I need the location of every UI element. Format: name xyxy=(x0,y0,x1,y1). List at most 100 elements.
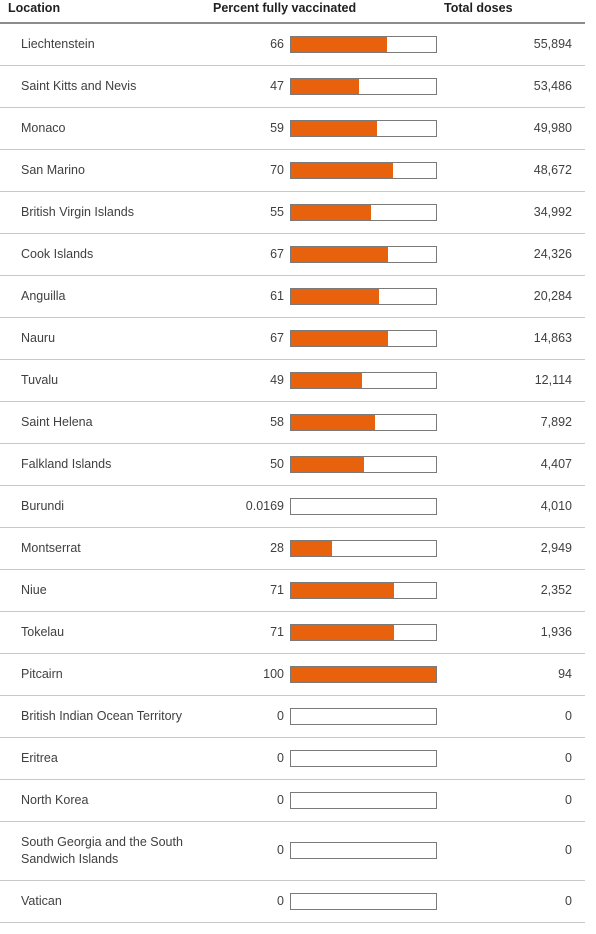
percent-bar xyxy=(290,540,437,557)
table-body: Liechtenstein 66 55,894 Saint Kitts and Nev… xyxy=(0,24,585,923)
percent-bar-fill xyxy=(291,79,360,94)
table-row: South Georgia and the South Sandwich Isl… xyxy=(0,822,585,881)
table-row: Eritrea 0 0 xyxy=(0,738,585,780)
percent-label: 61 xyxy=(270,289,284,303)
percent-label: 66 xyxy=(270,37,284,51)
total-doses-cell: 4,407 xyxy=(540,457,572,471)
location-cell: Nauru xyxy=(21,331,56,345)
percent-bar xyxy=(290,792,437,809)
percent-bar xyxy=(290,624,437,641)
percent-bar-fill xyxy=(291,541,332,556)
location-cell: South Georgia and the South Sandwich Isl… xyxy=(21,835,183,866)
location-cell: North Korea xyxy=(21,793,89,807)
percent-label: 100 xyxy=(263,667,284,681)
header-location: Location xyxy=(8,1,61,15)
table-row: Burundi 0.0169 4,010 xyxy=(0,486,585,528)
table-row: North Korea 0 0 xyxy=(0,780,585,822)
percent-bar xyxy=(290,456,437,473)
table-header: Location Percent fully vaccinated Total … xyxy=(0,0,585,24)
table-row: Nauru 67 14,863 xyxy=(0,318,585,360)
percent-bar-fill xyxy=(291,373,363,388)
total-doses-cell: 12,114 xyxy=(534,373,572,387)
percent-label: 67 xyxy=(270,247,284,261)
percent-label: 71 xyxy=(270,625,284,639)
location-cell: Saint Kitts and Nevis xyxy=(21,79,137,93)
percent-bar-fill xyxy=(291,457,364,472)
table-row: Saint Kitts and Nevis 47 53,486 xyxy=(0,66,585,108)
percent-label: 0 xyxy=(277,709,284,723)
percent-label: 67 xyxy=(270,331,284,345)
percent-bar xyxy=(290,414,437,431)
table-row: Liechtenstein 66 55,894 xyxy=(0,24,585,66)
total-doses-cell: 0 xyxy=(565,843,572,857)
percent-bar xyxy=(290,204,437,221)
total-doses-cell: 94 xyxy=(558,667,572,681)
table-row: British Indian Ocean Territory 0 0 xyxy=(0,696,585,738)
location-cell: Vatican xyxy=(21,894,62,908)
table-row: Montserrat 28 2,949 xyxy=(0,528,585,570)
percent-label: 0 xyxy=(277,843,284,857)
table-row: Vatican 0 0 xyxy=(0,881,585,923)
location-cell: Niue xyxy=(21,583,47,597)
total-doses-cell: 24,326 xyxy=(533,247,572,261)
percent-bar xyxy=(290,162,437,179)
percent-bar-fill xyxy=(291,415,376,430)
total-doses-cell: 34,992 xyxy=(533,205,572,219)
location-cell: Eritrea xyxy=(21,751,58,765)
total-doses-cell: 53,486 xyxy=(533,79,572,93)
percent-label: 28 xyxy=(270,541,284,555)
percent-label: 50 xyxy=(270,457,284,471)
table-row: San Marino 70 48,672 xyxy=(0,150,585,192)
percent-label: 47 xyxy=(270,79,284,93)
percent-bar-fill xyxy=(291,205,371,220)
location-cell: Liechtenstein xyxy=(21,37,95,51)
percent-bar xyxy=(290,842,437,859)
header-percent-vaccinated: Percent fully vaccinated xyxy=(213,1,357,15)
percent-label: 0 xyxy=(277,894,284,908)
table-row: British Virgin Islands 55 34,992 xyxy=(0,192,585,234)
percent-bar xyxy=(290,246,437,263)
location-cell: British Virgin Islands xyxy=(21,205,135,219)
percent-bar xyxy=(290,288,437,305)
percent-bar xyxy=(290,498,437,515)
percent-label: 71 xyxy=(270,583,284,597)
total-doses-cell: 1,936 xyxy=(540,625,572,639)
total-doses-cell: 55,894 xyxy=(533,37,572,51)
location-cell: Anguilla xyxy=(21,289,66,303)
location-cell: Tokelau xyxy=(21,625,65,639)
total-doses-cell: 48,672 xyxy=(533,163,572,177)
location-cell: Saint Helena xyxy=(21,415,93,429)
percent-label: 55 xyxy=(270,205,284,219)
location-cell: San Marino xyxy=(21,163,85,177)
total-doses-cell: 0 xyxy=(565,894,572,908)
percent-bar xyxy=(290,372,437,389)
percent-label: 49 xyxy=(270,373,284,387)
location-cell: Monaco xyxy=(21,121,66,135)
percent-bar-fill xyxy=(291,331,389,346)
percent-bar-fill xyxy=(291,37,387,52)
percent-bar-fill xyxy=(291,625,394,640)
table-row: Saint Helena 58 7,892 xyxy=(0,402,585,444)
location-cell: Montserrat xyxy=(21,541,81,555)
table-row: Monaco 59 49,980 xyxy=(0,108,585,150)
percent-bar-fill xyxy=(291,163,393,178)
header-total-doses: Total doses xyxy=(444,1,513,15)
table-row: Falkland Islands 50 4,407 xyxy=(0,444,585,486)
total-doses-cell: 0 xyxy=(565,709,572,723)
percent-bar-fill xyxy=(291,583,394,598)
location-cell: Cook Islands xyxy=(21,247,94,261)
total-doses-cell: 4,010 xyxy=(540,499,572,513)
percent-bar xyxy=(290,666,437,683)
table-row: Pitcairn 100 94 xyxy=(0,654,585,696)
location-cell: British Indian Ocean Territory xyxy=(21,709,182,723)
total-doses-cell: 2,352 xyxy=(540,583,572,597)
percent-bar xyxy=(290,36,437,53)
percent-label: 0.0169 xyxy=(245,499,284,513)
percent-bar xyxy=(290,708,437,725)
location-cell: Tuvalu xyxy=(21,373,59,387)
percent-bar-fill xyxy=(291,247,389,262)
total-doses-cell: 49,980 xyxy=(533,121,572,135)
percent-label: 59 xyxy=(270,121,284,135)
table-row: Tuvalu 49 12,114 xyxy=(0,360,585,402)
percent-label: 70 xyxy=(270,163,284,177)
